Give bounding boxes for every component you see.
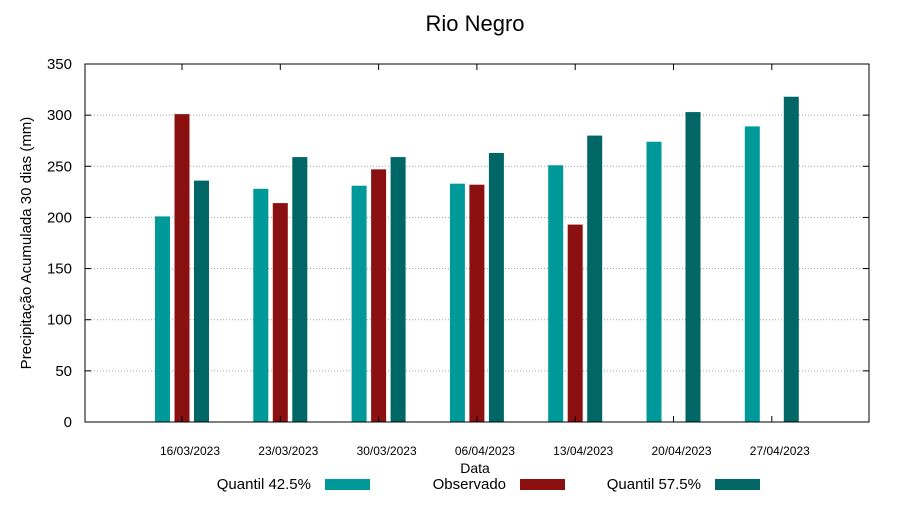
bar-observado-23-03-2023	[272, 203, 288, 422]
y-tick-label: 300	[47, 107, 72, 124]
legend-label: Quantil 57.5%	[607, 476, 701, 493]
legend-swatch	[325, 479, 370, 490]
x-tick-label: 23/03/2023	[258, 444, 318, 458]
bar-quantil-42-5--16-03-2023	[155, 216, 170, 422]
bar-quantil-42-5--06-04-2023	[449, 183, 465, 422]
bar-observado-13-04-2023	[567, 224, 583, 422]
bar-quantil-42-5--27-04-2023	[744, 126, 760, 422]
bar-quantil-57-5--20-04-2023	[685, 112, 701, 423]
bar-quantil-42-5--30-03-2023	[351, 185, 367, 422]
legend-label: Observado	[433, 476, 506, 493]
bar-quantil-57-5--16-03-2023	[194, 180, 209, 422]
y-tick-label: 150	[47, 261, 72, 278]
bar-quantil-57-5--30-03-2023	[390, 157, 406, 422]
x-tick-label: 16/03/2023	[160, 444, 220, 458]
legend: Quantil 42.5% Observado Quantil 57.5%	[217, 476, 760, 493]
legend-label: Quantil 42.5%	[217, 476, 311, 493]
y-axis-label: Precipitação Acumulada 30 dias (mm)	[18, 117, 35, 370]
chart-title: Rio Negro	[425, 11, 524, 36]
x-tick-label: 20/04/2023	[651, 444, 711, 458]
y-tick-label: 200	[47, 209, 72, 226]
x-tick-label: 30/03/2023	[357, 444, 417, 458]
bar-quantil-42-5--13-04-2023	[548, 165, 564, 422]
x-axis-label: Data	[460, 460, 490, 476]
bar-quantil-57-5--23-03-2023	[292, 157, 308, 422]
axis-layer: 0 50 100 150 200 250 300 350 16/03/2023 23/03/202…	[47, 56, 869, 458]
bar-observado-06-04-2023	[469, 184, 485, 422]
y-tick-label: 50	[55, 363, 72, 380]
x-tick-label: 13/04/2023	[553, 444, 613, 458]
bar-quantil-57-5--13-04-2023	[587, 135, 603, 422]
y-tick-label: 350	[47, 56, 72, 73]
bar-quantil-57-5--27-04-2023	[783, 96, 799, 422]
bar-quantil-42-5--20-04-2023	[646, 141, 662, 423]
y-tick-label: 100	[47, 312, 72, 329]
x-tick-label: 27/04/2023	[750, 444, 810, 458]
legend-swatch	[715, 479, 760, 490]
bar-observado-30-03-2023	[371, 169, 387, 422]
bar-quantil-42-5--23-03-2023	[253, 188, 269, 422]
y-tick-label: 0	[64, 414, 72, 431]
x-tick-label: 06/04/2023	[455, 444, 515, 458]
legend-swatch	[520, 479, 565, 490]
bar-quantil-57-5--06-04-2023	[488, 152, 504, 422]
bars-layer	[155, 96, 799, 423]
y-tick-label: 250	[47, 158, 72, 175]
bar-observado-16-03-2023	[174, 114, 190, 423]
